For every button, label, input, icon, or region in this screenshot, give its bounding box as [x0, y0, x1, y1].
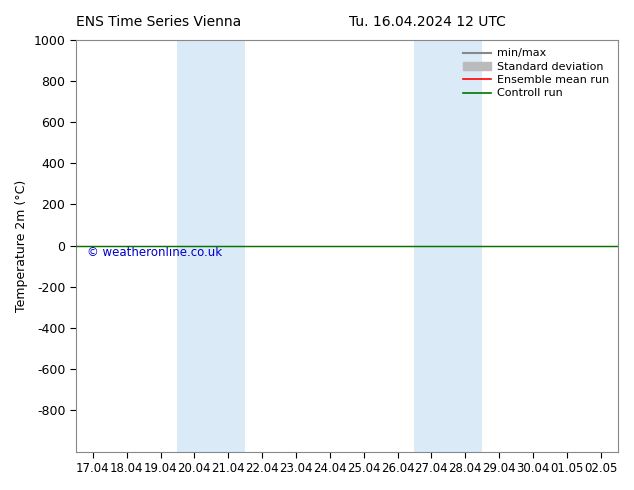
- Y-axis label: Temperature 2m (°C): Temperature 2m (°C): [15, 179, 28, 312]
- Text: Tu. 16.04.2024 12 UTC: Tu. 16.04.2024 12 UTC: [349, 15, 505, 29]
- Legend: min/max, Standard deviation, Ensemble mean run, Controll run: min/max, Standard deviation, Ensemble me…: [460, 45, 612, 102]
- Bar: [415, 40, 482, 452]
- Bar: [178, 40, 245, 452]
- Text: © weatheronline.co.uk: © weatheronline.co.uk: [87, 246, 222, 259]
- Text: ENS Time Series Vienna: ENS Time Series Vienna: [75, 15, 241, 29]
